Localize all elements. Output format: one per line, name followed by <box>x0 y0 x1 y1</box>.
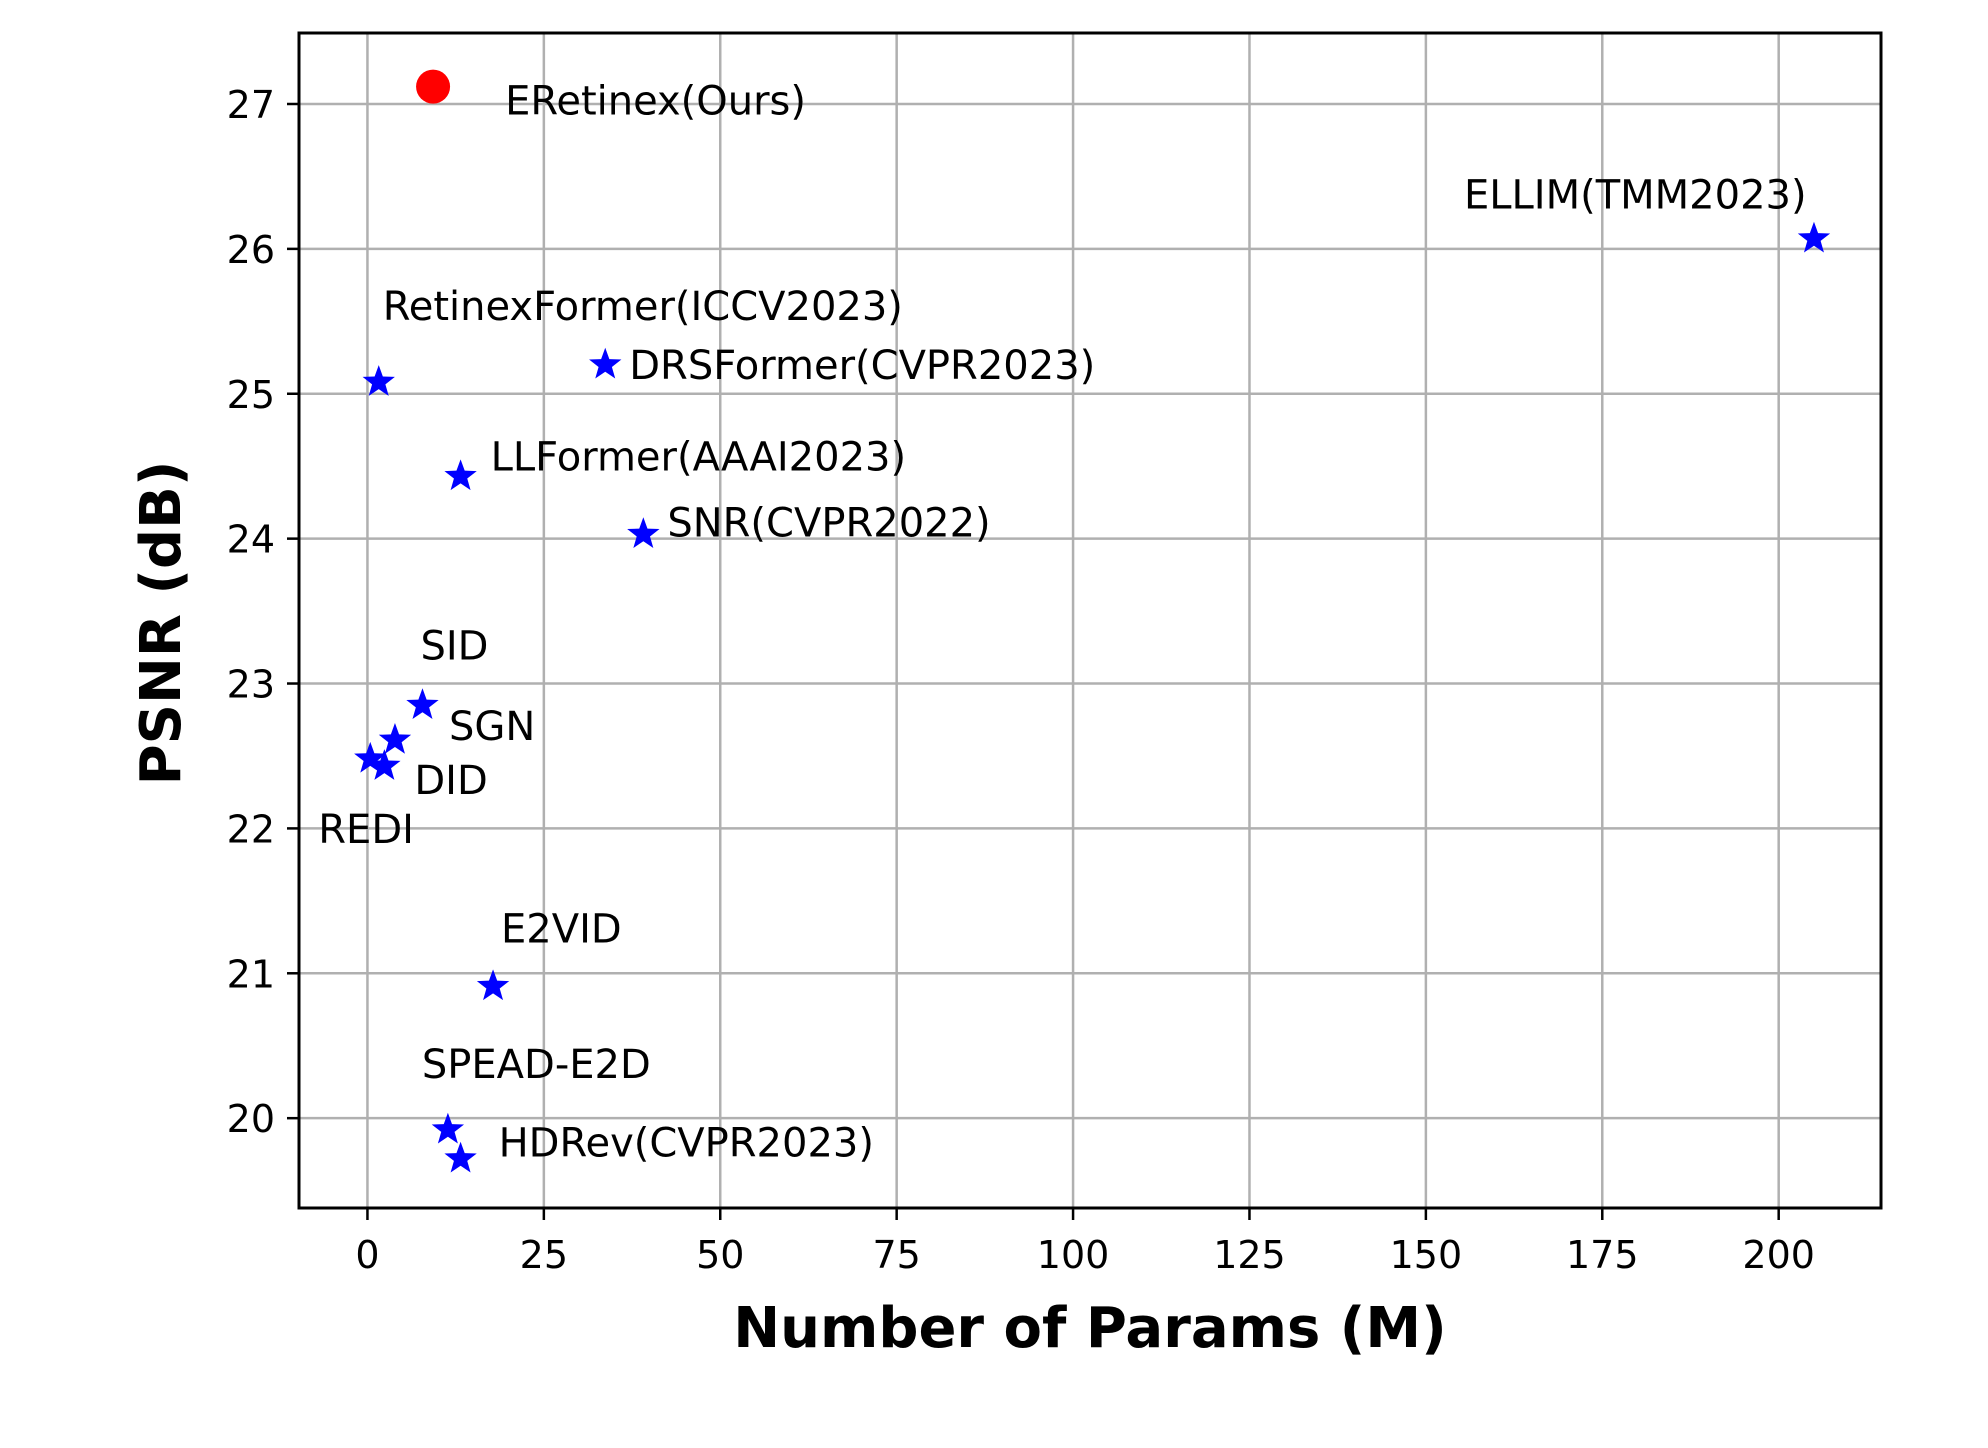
label-retinexformer-iccv2023: RetinexFormer(ICCV2023) <box>383 284 903 330</box>
point-retinexformer-iccv2023 <box>362 365 395 396</box>
x-axis-title: Number of Params (M) <box>733 1296 1446 1361</box>
y-tick-label: 23 <box>227 663 275 707</box>
label-llformer-aaai2023: LLFormer(AAAI2023) <box>491 434 907 480</box>
x-tick-label: 0 <box>355 1233 379 1277</box>
x-tick-label: 100 <box>1037 1233 1110 1277</box>
point-eretinex-ours <box>416 69 451 104</box>
label-drsformer-cvpr2023: DRSFormer(CVPR2023) <box>629 343 1095 389</box>
point-hdrev-cvpr2023 <box>444 1141 477 1173</box>
y-tick-label: 24 <box>227 518 275 562</box>
point-drsformer-cvpr2023 <box>589 347 622 379</box>
point-e2vid <box>476 969 510 1001</box>
x-tick-label: 175 <box>1566 1233 1639 1277</box>
label-eretinex-ours: ERetinex(Ours) <box>505 79 806 125</box>
labels-layer: ERetinex(Ours) ELLIM(TMM2023) RetinexForme… <box>318 79 1806 1167</box>
x-tick-label: 150 <box>1390 1233 1463 1277</box>
label-snr-cvpr2022: SNR(CVPR2022) <box>667 500 990 546</box>
x-tick-label: 50 <box>696 1233 744 1277</box>
y-tick-label: 20 <box>227 1097 275 1141</box>
y-tick-label: 27 <box>227 83 275 127</box>
label-did: DID <box>414 758 487 804</box>
point-ellim-tmm2023 <box>1797 221 1831 253</box>
y-tick-label: 22 <box>227 807 275 851</box>
ticks-layer: 0 25 50 75 100 125 150 175 200 20 21 22 23 24 25 26 27 <box>227 83 1815 1277</box>
label-e2vid: E2VID <box>501 906 622 952</box>
label-redi: REDI <box>318 807 414 853</box>
point-redi <box>354 741 387 773</box>
label-spead-e2d: SPEAD-E2D <box>422 1042 651 1088</box>
label-sgn: SGN <box>449 704 535 750</box>
y-tick-label: 21 <box>227 952 275 996</box>
label-sid: SID <box>420 623 488 669</box>
point-sgn <box>378 723 412 754</box>
point-snr-cvpr2022 <box>627 517 660 549</box>
x-tick-label: 200 <box>1742 1233 1815 1277</box>
y-tick-label: 26 <box>227 228 275 272</box>
x-tick-label: 75 <box>872 1233 920 1277</box>
point-spead-e2d <box>431 1112 465 1144</box>
y-axis-title: PSNR (dB) <box>129 461 194 786</box>
point-did <box>368 749 401 780</box>
marks-layer <box>354 69 1831 1173</box>
plot-frame <box>297 31 1883 1210</box>
label-hdrev-cvpr2023: HDRev(CVPR2023) <box>499 1121 874 1167</box>
x-tick-label: 125 <box>1213 1233 1286 1277</box>
point-llformer-aaai2023 <box>444 459 477 491</box>
grid-layer <box>299 33 1881 1208</box>
label-ellim-tmm2023: ELLIM(TMM2023) <box>1464 173 1807 219</box>
point-sid <box>406 688 439 720</box>
x-tick-label: 25 <box>520 1233 568 1277</box>
y-tick-label: 25 <box>227 373 275 417</box>
